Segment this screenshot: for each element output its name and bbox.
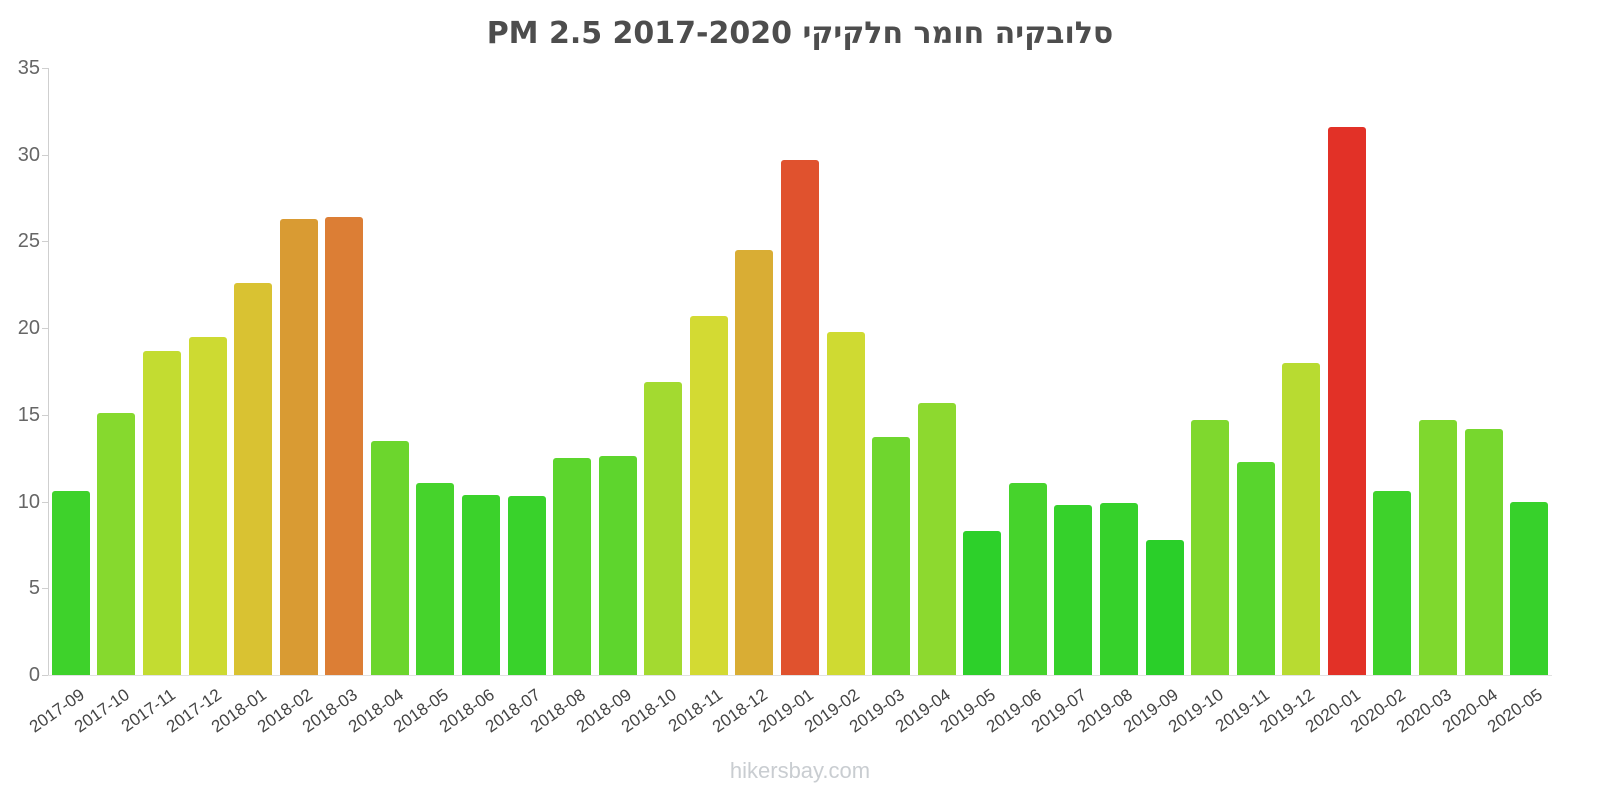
bar[interactable]: [325, 217, 364, 675]
bar[interactable]: [142, 350, 181, 675]
bar[interactable]: [1191, 420, 1230, 675]
y-tick-label: 10: [17, 490, 40, 513]
bar[interactable]: [689, 316, 728, 675]
bar[interactable]: [370, 440, 409, 675]
bar[interactable]: [416, 482, 455, 675]
bar[interactable]: [279, 218, 318, 675]
bar[interactable]: [1145, 539, 1184, 675]
bar[interactable]: [598, 456, 637, 675]
chart-title: סלובקיה חומר חלקיקי PM 2.5 2017-2020: [486, 16, 1114, 51]
bar[interactable]: [461, 494, 500, 675]
bar[interactable]: [1236, 461, 1275, 675]
y-tick-mark: [42, 675, 48, 676]
y-tick-mark: [42, 68, 48, 69]
bar[interactable]: [735, 250, 774, 675]
plot-area: [48, 68, 1552, 675]
y-tick-mark: [42, 154, 48, 156]
bar[interactable]: [781, 159, 819, 675]
x-axis-line: [48, 675, 1552, 676]
y-tick-mark: [42, 241, 48, 243]
bar[interactable]: [1008, 482, 1047, 675]
y-tick-mark: [42, 588, 48, 590]
y-tick-label: 15: [17, 403, 40, 426]
bar[interactable]: [51, 491, 90, 675]
bar[interactable]: [188, 336, 227, 675]
y-tick-label: 30: [17, 143, 40, 166]
bar[interactable]: [507, 496, 546, 675]
bar[interactable]: [1282, 362, 1321, 675]
bar[interactable]: [234, 283, 273, 675]
bar[interactable]: [963, 531, 1002, 675]
bar[interactable]: [1419, 420, 1458, 675]
bar[interactable]: [1327, 126, 1366, 675]
bar[interactable]: [826, 331, 865, 675]
bar[interactable]: [917, 402, 956, 675]
bar[interactable]: [1373, 491, 1412, 675]
bar[interactable]: [872, 437, 911, 675]
y-tick-mark: [42, 414, 48, 416]
footer-watermark: hikersbay.com: [729, 758, 871, 783]
bar[interactable]: [1100, 503, 1139, 675]
bar[interactable]: [1054, 505, 1093, 675]
y-tick-label: 35: [17, 57, 40, 79]
y-axis-line: [48, 68, 49, 676]
y-tick-label: 0: [28, 664, 40, 686]
y-tick-mark: [42, 328, 48, 330]
y-tick-mark: [42, 501, 48, 503]
bar[interactable]: [644, 381, 683, 675]
y-tick-label: 25: [17, 230, 40, 253]
bar[interactable]: [1510, 501, 1549, 675]
bar[interactable]: [1464, 428, 1503, 675]
bar[interactable]: [553, 458, 592, 675]
y-tick-label: 5: [28, 577, 40, 600]
bar[interactable]: [97, 413, 136, 675]
y-tick-label: 20: [17, 317, 40, 340]
